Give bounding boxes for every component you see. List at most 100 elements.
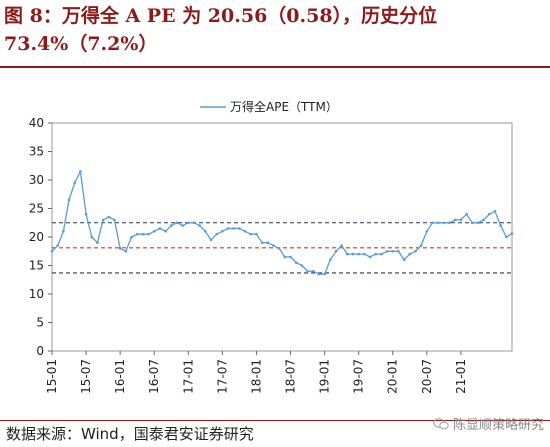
data-point xyxy=(408,252,412,256)
source-note: 数据来源：Wind，国泰君安证券研究 xyxy=(6,425,254,443)
data-point xyxy=(300,264,304,267)
data-point xyxy=(482,218,485,222)
data-point xyxy=(226,227,230,230)
legend: 万得全APE（TTM） xyxy=(200,99,338,114)
y-tick-label: 5 xyxy=(36,316,44,330)
data-point xyxy=(118,247,122,250)
data-point xyxy=(232,227,236,230)
data-point xyxy=(238,227,241,230)
data-point xyxy=(306,269,309,273)
x-tick-label: 16-01 xyxy=(113,359,127,394)
data-point xyxy=(397,249,400,253)
data-point xyxy=(374,252,378,256)
title-divider xyxy=(0,66,550,68)
data-point xyxy=(175,221,179,225)
data-point xyxy=(198,224,201,227)
data-point xyxy=(294,261,298,264)
data-point xyxy=(135,232,139,236)
data-point xyxy=(130,235,133,239)
data-point xyxy=(272,244,275,247)
x-tick-label: 21-01 xyxy=(454,359,468,394)
data-point xyxy=(181,224,184,227)
data-point xyxy=(204,230,207,233)
data-point xyxy=(487,212,491,216)
data-point xyxy=(436,221,440,225)
x-tick-label: 20-07 xyxy=(420,359,434,394)
y-tick-label: 10 xyxy=(29,287,44,301)
x-tick-label: 19-01 xyxy=(318,359,332,394)
x-tick-label: 15-07 xyxy=(79,359,93,394)
data-point xyxy=(510,232,514,235)
data-point xyxy=(243,230,247,233)
y-tick-label: 20 xyxy=(29,230,44,244)
data-point xyxy=(368,255,372,259)
data-point xyxy=(67,198,71,202)
data-point xyxy=(402,258,406,262)
data-point xyxy=(476,221,480,225)
data-point xyxy=(470,221,474,225)
data-point xyxy=(56,244,59,247)
data-point xyxy=(113,218,116,222)
figure-title: 图 8：万得全 A PE 为 20.56（0.58），历史分位 73.4%（7.… xyxy=(4,5,438,55)
y-tick-label: 25 xyxy=(29,202,44,216)
data-point xyxy=(158,227,162,230)
data-point xyxy=(90,235,94,239)
source-divider xyxy=(0,420,550,421)
data-point xyxy=(169,224,173,227)
pe-line-chart: 0 5 10 15 20 25 30 35 40 15-01 15-07 16-01 16-07 17-… xyxy=(29,99,514,394)
data-point xyxy=(283,255,287,259)
data-point xyxy=(209,238,213,242)
data-point xyxy=(334,249,338,253)
data-point xyxy=(459,218,463,222)
data-point xyxy=(493,210,497,213)
series-line-pe xyxy=(51,170,513,275)
y-tick-label: 35 xyxy=(29,145,44,159)
data-point xyxy=(311,269,315,273)
data-point xyxy=(62,230,65,233)
data-point xyxy=(107,215,111,219)
data-point xyxy=(260,241,264,244)
data-point xyxy=(192,221,196,225)
y-tick-label: 0 xyxy=(36,344,44,358)
data-point xyxy=(414,249,417,253)
x-tick-label: 18-01 xyxy=(249,359,263,394)
watermark-text: 陈显顺策略研究 xyxy=(452,418,544,433)
data-point xyxy=(147,232,150,236)
data-point xyxy=(186,221,190,225)
data-point xyxy=(289,255,292,259)
y-axis: 0 5 10 15 20 25 30 35 40 xyxy=(29,116,52,358)
y-tick-label: 30 xyxy=(29,173,44,187)
data-point xyxy=(363,252,366,256)
data-point xyxy=(351,252,355,256)
x-tick-label: 15-01 xyxy=(45,359,59,394)
data-point xyxy=(215,232,218,236)
data-point xyxy=(385,249,389,253)
data-point xyxy=(73,181,77,185)
data-point xyxy=(499,224,502,227)
data-point xyxy=(96,241,99,244)
data-point xyxy=(448,221,451,225)
data-point xyxy=(340,244,343,247)
data-point xyxy=(425,230,429,233)
x-tick-label: 18-07 xyxy=(284,359,298,394)
data-point xyxy=(453,218,457,222)
data-point xyxy=(249,232,253,236)
legend-label: 万得全APE（TTM） xyxy=(230,99,338,114)
series-layer xyxy=(50,170,514,276)
data-point xyxy=(124,249,128,253)
x-tick-label: 17-07 xyxy=(215,359,229,394)
data-point xyxy=(391,249,395,253)
data-point xyxy=(431,221,434,225)
y-tick-label: 40 xyxy=(29,116,44,130)
data-point xyxy=(380,252,383,256)
data-point xyxy=(101,218,105,222)
y-tick-label: 15 xyxy=(29,259,44,273)
data-point xyxy=(505,235,508,239)
watermark: 陈显顺策略研究 xyxy=(433,414,544,433)
data-point xyxy=(465,212,468,216)
data-point xyxy=(221,230,224,233)
data-point xyxy=(164,230,167,233)
data-point xyxy=(419,244,423,247)
data-point xyxy=(442,221,446,225)
x-tick-label: 19-07 xyxy=(352,359,366,394)
